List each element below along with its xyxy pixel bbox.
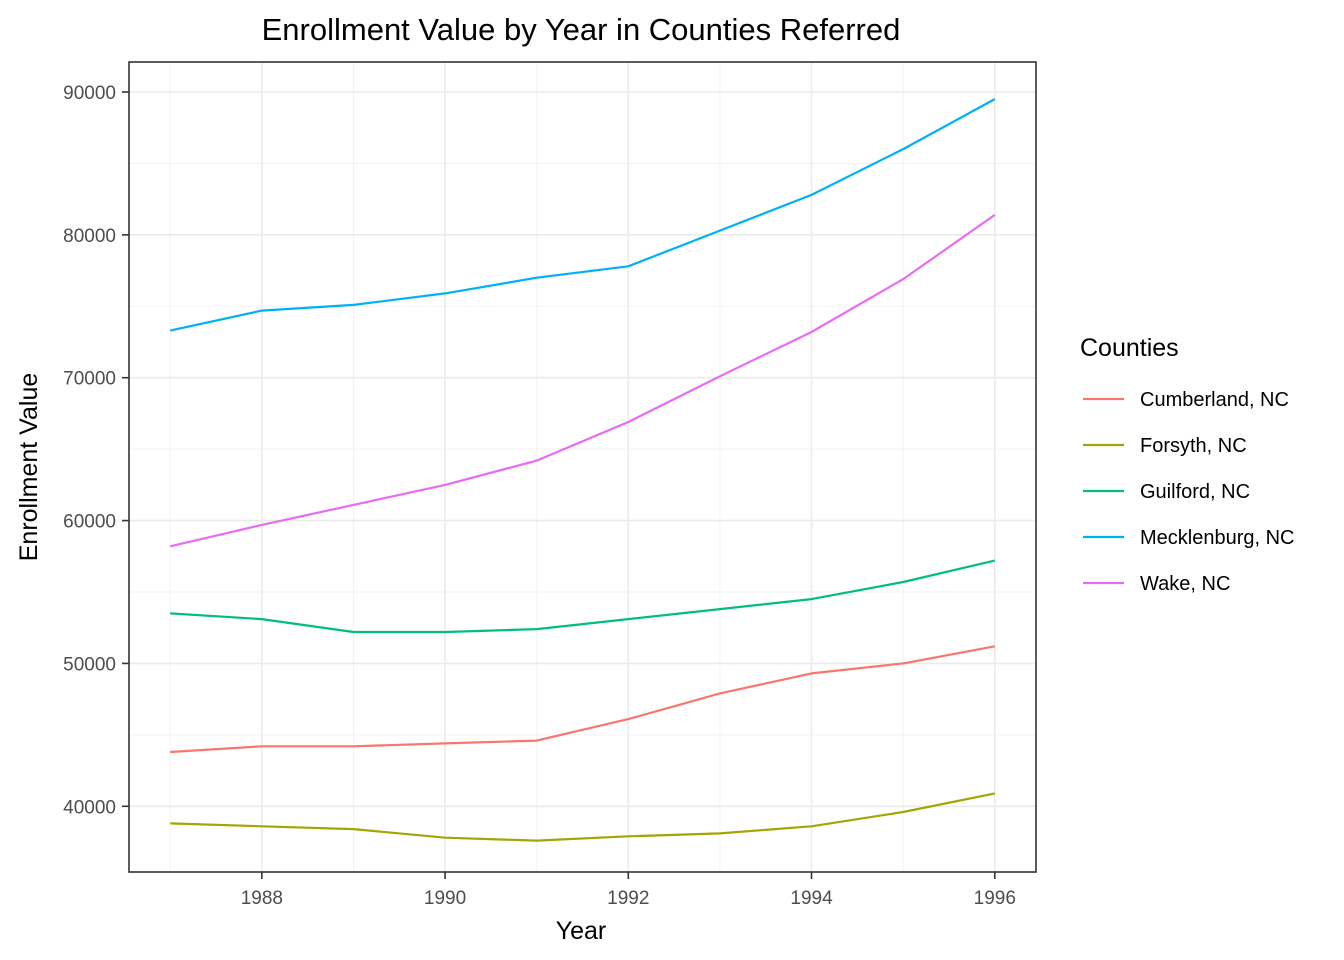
series-line (170, 645, 996, 754)
series-line (170, 792, 996, 842)
series-line (170, 559, 996, 634)
y-tick-label: 80000 (63, 226, 116, 247)
x-axis: 1988 1990 1992 1994 1996 (241, 872, 1016, 909)
x-tick-label: 1994 (790, 888, 833, 909)
grid-minor (129, 62, 1036, 872)
plot-panel (128, 61, 1037, 873)
x-tick-label: 1988 (241, 888, 283, 909)
chart-title: Enrollment Value by Year in Counties Ref… (262, 12, 901, 47)
legend-items: Cumberland, NC Forsyth, NC Guilford, NC Mec… (1083, 389, 1295, 595)
legend-label: Mecklenburg, NC (1140, 527, 1295, 549)
legend-label: Guilford, NC (1140, 481, 1250, 503)
legend-label: Cumberland, NC (1140, 389, 1289, 411)
series-lines (169, 98, 996, 842)
y-tick-label: 60000 (63, 512, 116, 533)
x-axis-title: Year (556, 917, 607, 945)
y-tick-label: 70000 (63, 369, 116, 390)
series-line (169, 98, 996, 332)
x-tick-label: 1996 (974, 888, 1016, 909)
x-tick-label: 1992 (607, 888, 649, 909)
series-line (169, 213, 996, 548)
y-tick-label: 50000 (63, 654, 116, 675)
x-tick-label: 1990 (424, 888, 466, 909)
legend: Counties Cumberland, NC Forsyth, NC Guilfo… (1080, 334, 1295, 595)
y-tick-label: 90000 (63, 83, 116, 104)
grid-major (129, 62, 1036, 872)
legend-title: Counties (1080, 334, 1179, 362)
panel-border (128, 61, 1037, 873)
y-axis-title: Enrollment Value (15, 373, 43, 562)
legend-label: Wake, NC (1140, 573, 1230, 595)
legend-label: Forsyth, NC (1140, 435, 1247, 457)
y-axis: 40000 50000 60000 70000 80000 90000 (63, 83, 129, 818)
y-tick-label: 40000 (63, 797, 116, 818)
